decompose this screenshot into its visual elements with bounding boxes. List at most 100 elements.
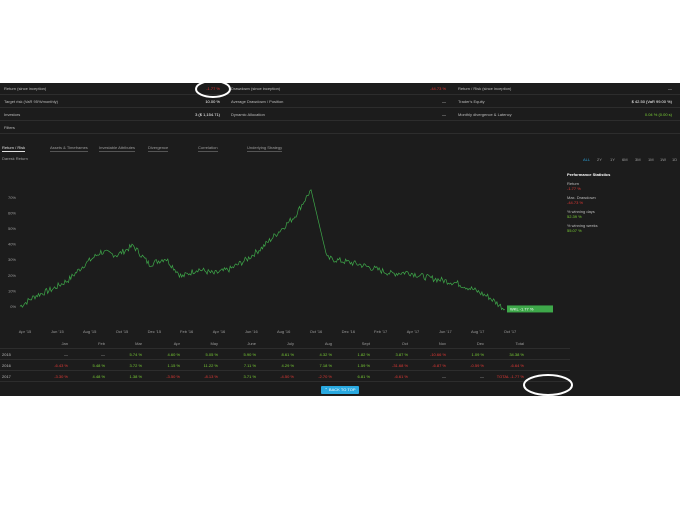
- x-tick-label: Jun '16: [245, 329, 259, 334]
- table-cell: -6.64 %: [510, 363, 524, 368]
- y-tick-label: 70%: [8, 195, 16, 200]
- table-cell: 1.09 %: [471, 352, 484, 357]
- table-cell: 5.48 %: [92, 363, 105, 368]
- table-cell: 1.38 %: [129, 374, 142, 379]
- highlight-circle: [523, 374, 573, 396]
- end-value-badge: [507, 305, 553, 313]
- table-cell: -31.68 %: [391, 363, 408, 368]
- x-tick-label: Jun '15: [51, 329, 65, 334]
- table-cell: -0.59 %: [470, 363, 484, 368]
- table-cell: 3.72 %: [129, 363, 142, 368]
- y-tick-label: 40%: [8, 242, 16, 247]
- chevron-up-icon: ⌃: [324, 387, 329, 392]
- metric-label: Monthly divergence & Latency: [458, 112, 512, 117]
- tab-return-risk[interactable]: Return / Risk: [2, 145, 26, 152]
- year-label: 2017: [2, 374, 11, 379]
- metric-label: Return (since inception): [4, 86, 47, 91]
- stat-value: 52.39 %: [567, 214, 582, 219]
- return-series-line: [19, 189, 506, 311]
- range-1m[interactable]: 1M: [648, 157, 654, 162]
- table-cell: -2.70 %: [318, 374, 332, 379]
- metric-label: Investors: [4, 112, 21, 117]
- metric-label: Average Drawdown / Position: [231, 99, 284, 104]
- table-cell: 1.15 %: [167, 363, 180, 368]
- tab-divergence[interactable]: Divergence: [148, 145, 169, 152]
- stat-label: % winning days: [567, 209, 595, 214]
- range-2y[interactable]: 2Y: [597, 157, 602, 162]
- x-tick-label: Feb '16: [180, 329, 194, 334]
- metrics-row-3: Investors 3 ($ 1,154.71) Dynamic Allocat…: [0, 109, 680, 121]
- table-header-row: Jan Feb Mar Apr May June July Aug Sept Oct Nov Dec T…: [0, 338, 570, 349]
- stat-label: % winning weeks: [567, 223, 598, 228]
- metric-label: Dynamic Allocation: [231, 112, 265, 117]
- filters-label[interactable]: Filters: [4, 125, 15, 130]
- stat-value: -44.73 %: [567, 200, 584, 205]
- metric-label: Target risk (VaR 95%/monthly): [4, 99, 58, 104]
- table-cell: -6.43 %: [54, 363, 68, 368]
- column-header: Mar: [135, 341, 142, 346]
- table-cell: 8.61 %: [281, 352, 294, 357]
- table-cell: -10.66 %: [429, 352, 446, 357]
- column-header: Nov: [438, 341, 446, 346]
- table-row: 2017 -3.30 % 4.48 % 1.38 % -3.50 % -8.13 % 3.7…: [0, 371, 570, 382]
- table-cell: 4.48 %: [92, 374, 105, 379]
- year-label: 2016: [2, 363, 11, 368]
- table-cell: 34.38 %: [509, 352, 524, 357]
- x-tick-label: Jun '17: [439, 329, 453, 334]
- filters-row[interactable]: Filters: [0, 122, 680, 134]
- range-3m[interactable]: 3M: [635, 157, 641, 162]
- tab-correlation[interactable]: Correlation: [198, 145, 218, 152]
- stat-label: Return: [567, 181, 580, 186]
- performance-statistics: Performance Statistics Return -1.77 % Ma…: [567, 172, 667, 237]
- table-row: 2015 — — 5.74 % 4.60 % 5.05 % 5.90 % 8.61 % 4.32…: [0, 349, 570, 360]
- table-cell: 4.32 %: [319, 352, 332, 357]
- table-cell: -4.50 %: [280, 374, 294, 379]
- column-header: May: [210, 341, 218, 346]
- table-cell: 5.90 %: [243, 352, 256, 357]
- range-1y[interactable]: 1Y: [610, 157, 615, 162]
- range-6m[interactable]: 6M: [622, 157, 628, 162]
- stat-value: -1.77 %: [567, 186, 581, 191]
- column-header: June: [247, 341, 256, 346]
- stat-value: 55.07 %: [567, 228, 582, 233]
- metric-value: 3 ($ 1,154.71): [195, 112, 220, 117]
- table-cell: 7.11 %: [243, 363, 256, 368]
- column-header: Sept: [361, 341, 370, 346]
- x-tick-label: Apr '15: [19, 329, 32, 334]
- table-cell: 3.71 %: [243, 374, 256, 379]
- table-cell: -8.13 %: [204, 374, 218, 379]
- x-tick-label: Apr '16: [213, 329, 226, 334]
- table-cell: 11.22 %: [203, 363, 218, 368]
- table-cell: 1.59 %: [357, 363, 370, 368]
- table-cell: -3.50 %: [166, 374, 180, 379]
- y-tick-label: 0%: [10, 304, 16, 309]
- x-tick-label: Oct '15: [116, 329, 129, 334]
- table-cell: 4.29 %: [281, 363, 294, 368]
- y-tick-label: 50%: [8, 226, 16, 231]
- tab-assets-timeframes[interactable]: Assets & Timeframes: [50, 145, 88, 152]
- metric-value: $ 42.50 (VaR 99.00 %): [631, 99, 672, 104]
- metric-value: 10.00 %: [205, 99, 220, 104]
- metric-value: —: [442, 112, 446, 117]
- y-tick-label: 30%: [8, 257, 16, 262]
- back-to-top-button[interactable]: ⌃ BACK TO TOP: [321, 386, 359, 394]
- x-tick-label: Apr '17: [407, 329, 420, 334]
- tab-underlying-strategy[interactable]: Underlying Strategy: [247, 145, 283, 152]
- table-cell: 6.81 %: [357, 374, 370, 379]
- tab-investable-attributes[interactable]: Investable Attributes: [99, 145, 136, 152]
- range-1d[interactable]: 1D: [672, 157, 678, 162]
- range-1w[interactable]: 1W: [660, 157, 666, 162]
- column-header: Jan: [61, 341, 68, 346]
- column-header: Dec: [476, 341, 484, 346]
- table-cell: TOTAL -1.77 %: [496, 374, 524, 379]
- stat-label: Max. Drawdown: [567, 195, 596, 200]
- metric-value: -1.77 %: [206, 86, 220, 91]
- return-chart: 0% 10% 20% 30% 40% 50% 60% 70% Apr '15 Jun '15 Aug…: [8, 189, 553, 334]
- table-cell: 5.74 %: [129, 352, 142, 357]
- chart-subtitle: Daresk Return: [2, 156, 28, 161]
- metric-value: —: [442, 99, 446, 104]
- metric-value: -44.73 %: [429, 86, 446, 91]
- tab-bar: Return / Risk Assets & Timeframes Invest…: [0, 145, 680, 153]
- range-all[interactable]: ALL: [583, 157, 591, 162]
